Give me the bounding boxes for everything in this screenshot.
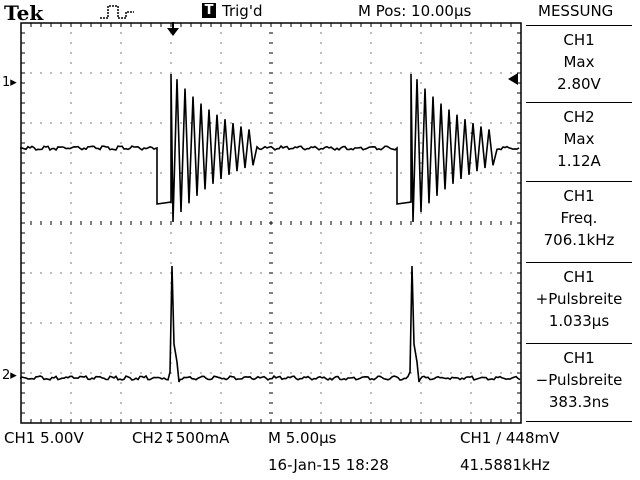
trigger-pulse-icon <box>100 5 134 19</box>
panel-divider <box>526 421 632 422</box>
measurement-4[interactable]: CH1 +Pulsbreite 1.033µs <box>535 268 623 330</box>
ch2-scale[interactable]: CH2↧500mA <box>132 429 230 447</box>
waveform-display[interactable] <box>20 22 522 424</box>
ch1-waveform <box>20 73 520 223</box>
trigger-level-icon <box>508 73 518 85</box>
panel-divider <box>526 181 632 182</box>
trigger-frequency: 41.5881kHz <box>460 456 550 474</box>
trigger-setting[interactable]: CH1 ∕ 448mV <box>460 429 560 447</box>
measurement-2[interactable]: CH2 Max 1.12A <box>557 108 601 170</box>
ch2-waveform <box>20 265 521 383</box>
ch1-marker: 1▸ <box>2 75 17 90</box>
trigger-status: Trig'd <box>222 2 263 20</box>
menu-title: MESSUNG <box>538 2 614 20</box>
measurement-1[interactable]: CH1 Max 2.80V <box>557 31 601 93</box>
panel-divider <box>526 262 632 263</box>
trigger-badge: T <box>202 3 216 18</box>
trigger-position-icon <box>167 28 179 36</box>
horizontal-position: M Pos: 10.00µs <box>358 2 472 20</box>
date-time: 16-Jan-15 18:28 <box>268 456 389 474</box>
ch1-scale[interactable]: CH1 5.00V <box>4 429 84 447</box>
graticule <box>20 22 522 424</box>
brand-logo: Tek <box>4 1 44 25</box>
panel-divider <box>526 25 632 26</box>
ch2-marker: 2▸ <box>2 368 17 383</box>
panel-divider <box>526 102 632 103</box>
timebase[interactable]: M 5.00µs <box>268 429 337 447</box>
measurement-5[interactable]: CH1 −Pulsbreite 383.3ns <box>535 349 623 411</box>
measurement-3[interactable]: CH1 Freq. 706.1kHz <box>543 187 615 249</box>
panel-divider <box>526 343 632 344</box>
